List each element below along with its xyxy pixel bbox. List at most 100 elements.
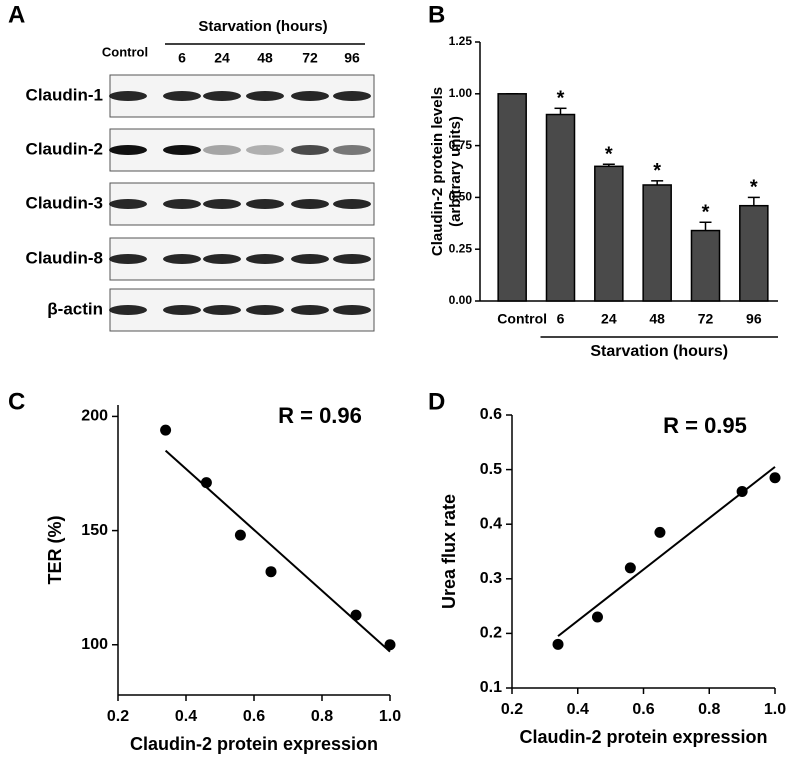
point — [265, 566, 277, 578]
point — [200, 477, 212, 489]
blot-band — [203, 145, 241, 155]
y-tick-label: 200 — [81, 408, 108, 425]
point — [552, 638, 564, 650]
significance: * — [702, 202, 710, 224]
fit-line — [164, 449, 391, 653]
y-axis-label: Claudin-2 protein levels — [429, 87, 446, 256]
y-tick-label: 150 — [81, 522, 108, 539]
blot-frame — [109, 237, 375, 281]
point — [736, 485, 748, 497]
bar — [545, 113, 576, 302]
x-tick-label: 72 — [698, 311, 714, 327]
y-tick-label: 0.6 — [480, 406, 502, 423]
row-label: Claudin-8 — [26, 248, 103, 267]
x-axis-label: Claudin-2 protein expression — [519, 727, 767, 747]
y-tick-label: 0.4 — [480, 515, 502, 532]
panel-label: D — [428, 388, 445, 415]
blot-band — [163, 145, 201, 155]
x-tick-label: 0.4 — [567, 701, 589, 718]
blot-band — [163, 199, 201, 209]
x-tick-label: 0.6 — [243, 708, 265, 725]
point — [160, 424, 172, 436]
lane-label: 96 — [344, 50, 360, 66]
y-tick-label: 0.2 — [480, 625, 502, 642]
blot-band — [163, 91, 201, 101]
bar — [594, 165, 624, 302]
blot-band — [109, 305, 147, 315]
x-tick-label: 24 — [601, 311, 617, 327]
lane-label: 24 — [214, 50, 230, 66]
blot-band — [203, 254, 241, 264]
blot-band — [203, 91, 241, 101]
point — [654, 526, 666, 538]
blot-band — [246, 91, 284, 101]
group-label: Starvation (hours) — [198, 18, 327, 35]
blot-band — [333, 199, 371, 209]
annotation: R = 0.95 — [663, 413, 747, 438]
blot-band — [291, 305, 329, 315]
lane-label: 72 — [302, 50, 318, 66]
blot-frame — [109, 182, 375, 226]
y-axis-label: Urea flux rate — [439, 494, 459, 609]
x-tick-label: 1.0 — [379, 708, 401, 725]
x-tick-label: 96 — [746, 311, 762, 327]
blot-band — [109, 199, 147, 209]
blot-band — [333, 145, 371, 155]
significance: * — [750, 177, 758, 199]
blot-band — [203, 305, 241, 315]
panel-label: C — [8, 388, 25, 415]
panel-label: B — [428, 1, 445, 28]
blot-band — [246, 254, 284, 264]
panel-label: A — [8, 1, 25, 28]
lane-label: 6 — [178, 50, 186, 66]
blot-band — [291, 145, 329, 155]
bar — [642, 184, 672, 302]
blot-band — [163, 254, 201, 264]
blot-band — [246, 305, 284, 315]
blot-band — [333, 254, 371, 264]
point — [591, 611, 603, 623]
y-tick-label: 0.3 — [480, 570, 502, 587]
row-label: Claudin-3 — [26, 193, 103, 212]
row-label: Claudin-1 — [26, 85, 103, 104]
bar — [497, 93, 527, 302]
x-tick-label: 6 — [557, 311, 565, 327]
blot-frame — [109, 74, 375, 118]
y-tick-label: 0.00 — [449, 293, 473, 307]
blot-frame — [109, 128, 375, 172]
y-tick-label: 0.25 — [449, 241, 473, 255]
y-tick-label: 0.1 — [480, 679, 502, 696]
point — [624, 562, 636, 574]
point — [234, 529, 246, 541]
significance: * — [557, 88, 565, 110]
x-tick-label: 0.8 — [311, 708, 333, 725]
significance: * — [653, 160, 661, 182]
x-tick-label: 0.4 — [175, 708, 197, 725]
annotation: R = 0.96 — [278, 403, 362, 428]
y-tick-label: 0.50 — [449, 190, 473, 204]
bar — [739, 204, 769, 302]
point — [350, 609, 362, 621]
y-axis-label: TER (%) — [45, 516, 65, 585]
blot-band — [203, 199, 241, 209]
group-label: Starvation (hours) — [590, 343, 728, 360]
blot-band — [246, 199, 284, 209]
blot-band — [291, 199, 329, 209]
row-label: Claudin-2 — [26, 139, 103, 158]
x-axis-label: Claudin-2 protein expression — [130, 734, 378, 754]
blot-band — [291, 254, 329, 264]
y-axis-label: (arbitrary units) — [447, 116, 464, 227]
y-tick-label: 100 — [81, 636, 108, 653]
point — [384, 639, 396, 651]
lane-label: Control — [102, 44, 148, 59]
blot-band — [109, 91, 147, 101]
bar — [690, 229, 721, 302]
blot-band — [333, 305, 371, 315]
y-tick-label: 1.00 — [449, 86, 473, 100]
blot-frame — [109, 288, 375, 332]
y-tick-label: 0.75 — [449, 138, 473, 152]
blot-band — [333, 91, 371, 101]
x-tick-label: 0.2 — [501, 701, 523, 718]
blot-band — [109, 145, 147, 155]
